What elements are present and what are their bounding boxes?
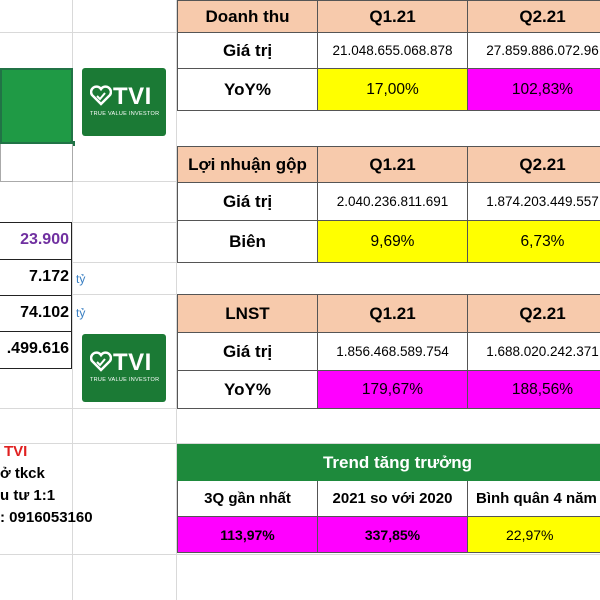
ratio-cell[interactable]: 188,56% — [467, 370, 600, 409]
cell-below-selection — [0, 144, 73, 182]
row-label[interactable]: YoY% — [177, 370, 318, 409]
selected-cell[interactable] — [0, 68, 73, 144]
tvi-heart-icon — [90, 85, 112, 106]
value-cell[interactable]: 1.688.020.242.371 — [467, 332, 600, 371]
row-label[interactable]: Giá trị — [177, 182, 318, 221]
price-value[interactable]: 23.900 — [0, 222, 72, 260]
value-cell[interactable]: 2.040.236.811.691 — [317, 182, 468, 221]
table-title[interactable]: LNST — [177, 294, 318, 333]
trend-title[interactable]: Trend tăng trưởng — [176, 444, 600, 481]
period-header[interactable]: Q1.21 — [317, 294, 468, 333]
value-row-2[interactable]: 7.172 — [0, 259, 72, 296]
trend-value[interactable]: 22,97% — [466, 516, 600, 553]
revenue-table: Doanh thu Q1.21 Q2.21 Giá trị 21.048.655… — [177, 0, 600, 111]
trend-value[interactable]: 337,85% — [317, 516, 468, 553]
trend-header[interactable]: 2021 so với 2020 — [317, 480, 468, 517]
row-label[interactable]: Giá trị — [177, 32, 318, 69]
info-line-4: : 0916053160 — [0, 509, 93, 526]
tvi-logo-bottom: TVI TRUE VALUE INVESTOR — [82, 334, 166, 402]
value-row-3[interactable]: 74.102 — [0, 295, 72, 332]
ratio-cell[interactable]: 6,73% — [467, 220, 600, 263]
fill-handle[interactable] — [70, 141, 75, 146]
row-label[interactable]: Biên — [177, 220, 318, 263]
table-title[interactable]: Lợi nhuận gộp — [177, 146, 318, 183]
row-label[interactable]: YoY% — [177, 68, 318, 111]
trend-header[interactable]: 3Q gần nhất — [177, 480, 318, 517]
info-brand: TVI — [4, 443, 28, 460]
trend-table: Trend tăng trưởng 3Q gần nhất 2021 so vớ… — [176, 444, 600, 553]
value-row-4[interactable]: .499.616 — [0, 331, 72, 369]
info-line-2: ở tkck — [0, 465, 45, 482]
ratio-cell[interactable]: 9,69% — [317, 220, 468, 263]
period-header[interactable]: Q1.21 — [317, 0, 468, 33]
gross-profit-table: Lợi nhuận gộp Q1.21 Q2.21 Giá trị 2.040.… — [177, 146, 600, 263]
tvi-logo-top: TVI TRUE VALUE INVESTOR — [82, 68, 166, 136]
net-profit-table: LNST Q1.21 Q2.21 Giá trị 1.856.468.589.7… — [177, 294, 600, 409]
logo-text: TVI — [113, 83, 152, 110]
ratio-cell[interactable]: 17,00% — [317, 68, 468, 111]
value-cell[interactable]: 1.874.203.449.557 — [467, 182, 600, 221]
value-cell[interactable]: 21.048.655.068.878 — [317, 32, 468, 69]
period-header[interactable]: Q1.21 — [317, 146, 468, 183]
logo-subtext: TRUE VALUE INVESTOR — [90, 111, 160, 117]
info-line-3: u tư 1:1 — [0, 487, 56, 504]
logo-subtext: TRUE VALUE INVESTOR — [90, 377, 160, 383]
period-header[interactable]: Q2.21 — [467, 146, 600, 183]
unit-label: tỷ — [76, 272, 86, 286]
ratio-cell[interactable]: 179,67% — [317, 370, 468, 409]
period-header[interactable]: Q2.21 — [467, 0, 600, 33]
table-title[interactable]: Doanh thu — [177, 0, 318, 33]
value-cell[interactable]: 27.859.886.072.96 — [467, 32, 600, 69]
trend-value[interactable]: 113,97% — [177, 516, 318, 553]
value-cell[interactable]: 1.856.468.589.754 — [317, 332, 468, 371]
tvi-heart-icon — [90, 351, 112, 372]
period-header[interactable]: Q2.21 — [467, 294, 600, 333]
row-label[interactable]: Giá trị — [177, 332, 318, 371]
unit-label: tỷ — [76, 306, 86, 320]
logo-text: TVI — [113, 349, 152, 376]
trend-header[interactable]: Bình quân 4 năm — [466, 480, 600, 517]
ratio-cell[interactable]: 102,83% — [467, 68, 600, 111]
